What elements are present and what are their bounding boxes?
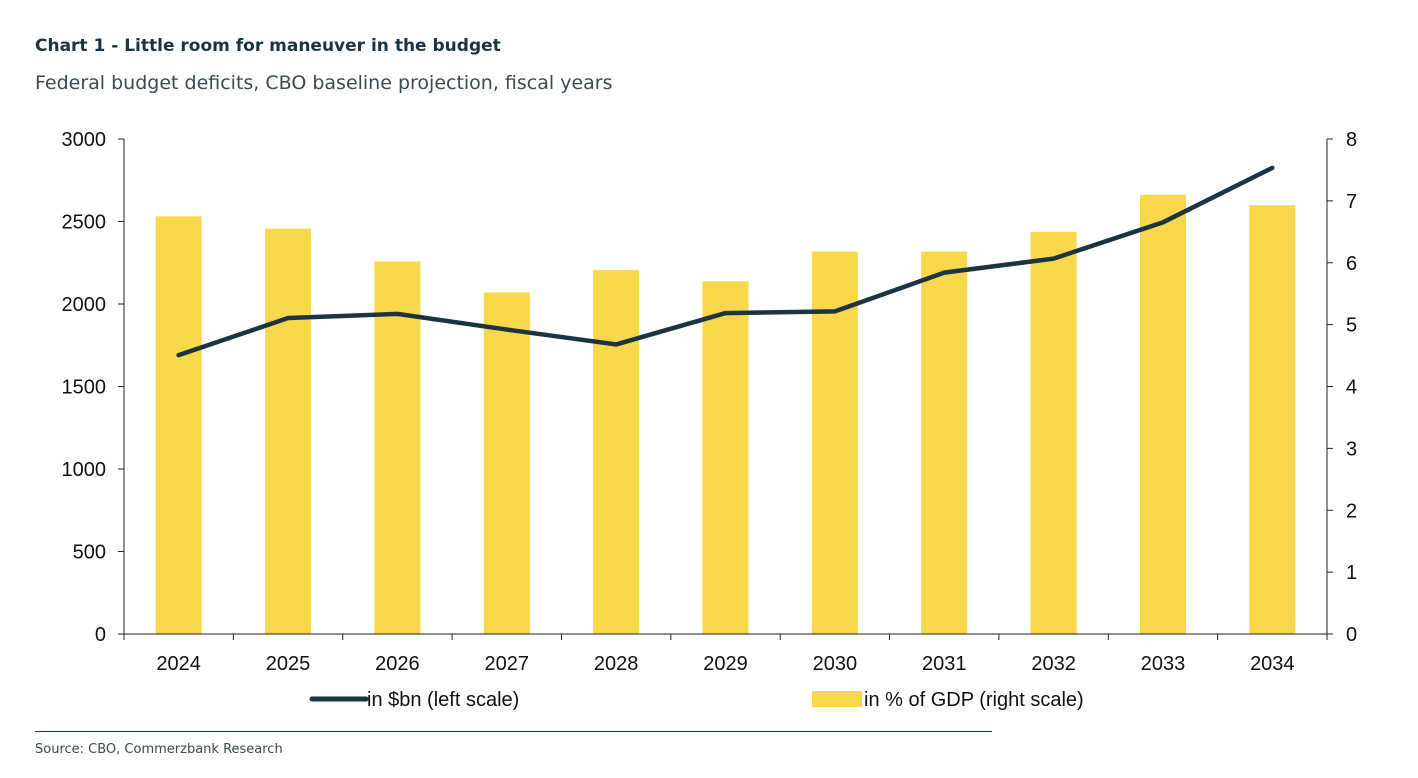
left-tick-label: 2500 — [62, 212, 107, 234]
left-tick-label: 3000 — [62, 129, 107, 151]
right-tick-label: 8 — [1346, 129, 1357, 151]
right-tick-label: 3 — [1346, 438, 1357, 460]
right-tick-label: 6 — [1346, 253, 1357, 275]
right-tick-label: 7 — [1346, 191, 1357, 213]
left-tick-label: 1000 — [62, 459, 107, 481]
right-tick-label: 5 — [1346, 315, 1357, 337]
bar-2026 — [374, 261, 421, 634]
bar-2032 — [1030, 231, 1077, 634]
x-tick-label: 2030 — [813, 653, 858, 675]
x-tick-label: 2024 — [156, 653, 201, 675]
line-group — [176, 165, 1275, 358]
x-tick-label: 2032 — [1031, 653, 1076, 675]
left-tick-label: 500 — [73, 542, 106, 564]
x-tick-label: 2027 — [485, 653, 530, 675]
x-tick-label: 2033 — [1141, 653, 1186, 675]
bar-2025 — [265, 228, 312, 634]
x-tick-label: 2034 — [1250, 653, 1295, 675]
bar-2031 — [921, 251, 968, 635]
axes-group: 0 500 1000 1500 2000 2500 3000 0 1 2 3 4 5 6 7 8 2024 202… — [62, 129, 1358, 675]
source-note: Source: CBO, Commerzbank Research — [35, 742, 283, 757]
right-tick-label: 2 — [1346, 500, 1357, 522]
bars-group — [155, 194, 1296, 635]
x-tick-label: 2026 — [375, 653, 420, 675]
bar-2034 — [1249, 205, 1296, 635]
bar-2029 — [702, 281, 749, 634]
legend-bar-swatch — [812, 691, 862, 707]
chart-subtitle: Federal budget deficits, CBO baseline pr… — [35, 72, 613, 94]
left-tick-label: 2000 — [62, 294, 107, 316]
right-tick-label: 4 — [1346, 377, 1357, 399]
chart-title: Chart 1 - Little room for maneuver in th… — [35, 36, 501, 56]
bar-2033 — [1139, 194, 1186, 634]
left-tick-label: 1500 — [62, 377, 107, 399]
legend-label-usd: in $bn (left scale) — [367, 689, 519, 711]
source-divider — [35, 731, 992, 732]
chart: 0 500 1000 1500 2000 2500 3000 0 1 2 3 4 5 6 7 8 2024 202… — [62, 129, 1358, 711]
bar-2028 — [593, 270, 640, 634]
x-tick-label: 2025 — [266, 653, 311, 675]
bar-2024 — [155, 216, 202, 634]
x-tick-label: 2028 — [594, 653, 639, 675]
left-tick-label: 0 — [95, 624, 106, 646]
right-tick-label: 1 — [1346, 562, 1357, 584]
x-tick-label: 2029 — [703, 653, 748, 675]
x-tick-label: 2031 — [922, 653, 967, 675]
bar-2030 — [811, 251, 858, 635]
legend: in $bn (left scale) in % of GDP (right sc… — [309, 689, 1084, 711]
right-tick-label: 0 — [1346, 624, 1357, 646]
legend-label-gdp: in % of GDP (right scale) — [864, 689, 1084, 711]
bar-2027 — [483, 292, 530, 634]
